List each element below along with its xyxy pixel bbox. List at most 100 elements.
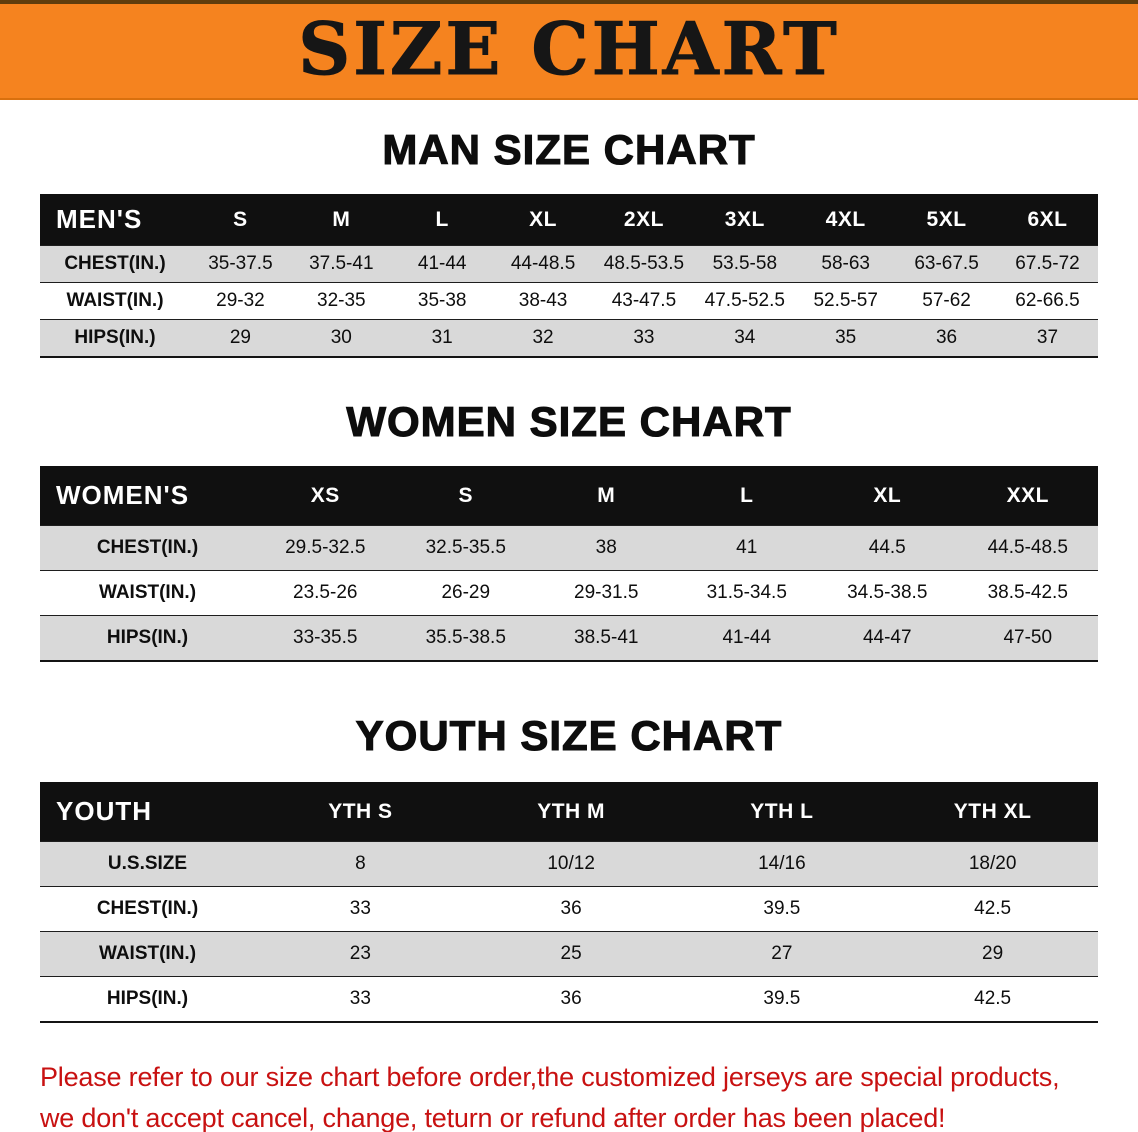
- size-value-cell: 8: [355, 853, 366, 874]
- size-value-cell: 34: [734, 327, 756, 348]
- size-value-cell: 47.5-52.5: [704, 290, 785, 311]
- size-value-cell: 31.5-34.5: [706, 582, 787, 603]
- size-value-cell: 44.5-48.5: [987, 537, 1068, 558]
- size-value-cell: 27: [771, 943, 793, 964]
- size-header-cell: S: [458, 483, 473, 507]
- row-label: WAIST(IN.): [98, 943, 197, 964]
- size-header-cell: XXL: [1006, 483, 1049, 507]
- title-banner: SIZE CHART: [0, 0, 1138, 100]
- row-label: CHEST(IN.): [64, 253, 166, 274]
- table-row: CHEST(IN.) 35-37.5 37.5-41 41-44 44-48.5 48.5…: [40, 245, 1098, 283]
- men-size-section: MAN SIZE CHART MEN'S S M L XL 2XL 3XL 4XL 5XL 6XL…: [40, 125, 1098, 358]
- table-row: HIPS(IN.) 33 36 39.5 42.5: [40, 976, 1098, 1022]
- page-title: SIZE CHART: [298, 6, 840, 91]
- size-value-cell: 26-29: [441, 582, 491, 603]
- size-value-cell: 32-35: [317, 290, 366, 311]
- size-value-cell: 29-31.5: [574, 582, 639, 603]
- table-row: HIPS(IN.) 29 30 31 32 33 34 35 36 37: [40, 319, 1098, 357]
- youth-size-table: YOUTH YTH S YTH M YTH L YTH XL U.S.SIZE 8 10/12…: [40, 782, 1098, 1023]
- order-notice: Please refer to our size chart before or…: [40, 1057, 1098, 1132]
- size-value-cell: 47-50: [1003, 627, 1053, 648]
- size-value-cell: 48.5-53.5: [603, 253, 685, 274]
- size-value-cell: 38.5-42.5: [987, 582, 1068, 603]
- row-label: HIPS(IN.): [74, 327, 156, 348]
- size-header-cell: L: [435, 207, 449, 231]
- size-value-cell: 35.5-38.5: [425, 627, 506, 648]
- content: MAN SIZE CHART MEN'S S M L XL 2XL 3XL 4XL 5XL 6XL…: [0, 125, 1138, 1132]
- size-value-cell: 38.5-41: [574, 627, 639, 648]
- women-size-section: WOMEN SIZE CHART WOMEN'S XS S M L XL XXL CHEST(…: [40, 397, 1098, 662]
- table-row: CHEST(IN.) 33 36 39.5 42.5: [40, 886, 1098, 932]
- size-value-cell: 39.5: [763, 988, 801, 1009]
- row-label: CHEST(IN.): [96, 537, 199, 558]
- size-value-cell: 36: [560, 988, 582, 1009]
- size-header-cell: 4XL: [825, 207, 866, 231]
- size-value-cell: 23.5-26: [293, 582, 358, 603]
- size-value-cell: 25: [560, 943, 582, 964]
- size-value-cell: 33: [349, 898, 371, 919]
- size-value-cell: 32: [532, 327, 554, 348]
- table-row: HIPS(IN.) 33-35.5 35.5-38.5 38.5-41 41-44 44-…: [40, 615, 1098, 661]
- size-value-cell: 36: [935, 327, 958, 348]
- size-value-cell: 29: [229, 327, 251, 348]
- size-header-cell: YTH M: [537, 799, 606, 823]
- size-value-cell: 53.5-58: [712, 253, 778, 274]
- table-row: WAIST(IN.) 29-32 32-35 35-38 38-43 43-47.5 47.…: [40, 282, 1098, 320]
- size-header-cell: YTH L: [750, 799, 814, 823]
- size-value-cell: 41-44: [417, 253, 467, 274]
- size-value-cell: 31: [431, 327, 453, 348]
- row-label: U.S.SIZE: [107, 853, 188, 874]
- size-header-cell: 2XL: [623, 207, 664, 231]
- row-label: HIPS(IN.): [106, 627, 189, 648]
- row-label: CHEST(IN.): [96, 898, 199, 919]
- size-value-cell: 62-66.5: [1015, 290, 1080, 311]
- size-value-cell: 33-35.5: [293, 627, 358, 648]
- size-value-cell: 38-43: [518, 290, 568, 311]
- size-header-cell: XL: [529, 207, 557, 231]
- size-value-cell: 18/20: [968, 853, 1017, 874]
- table-title-cell: WOMEN'S: [56, 480, 190, 510]
- table-title-cell: YOUTH: [56, 796, 152, 826]
- size-header-cell: M: [597, 483, 616, 507]
- size-value-cell: 36: [560, 898, 582, 919]
- size-value-cell: 29-32: [216, 290, 265, 311]
- size-value-cell: 42.5: [974, 988, 1012, 1009]
- size-value-cell: 44-48.5: [510, 253, 576, 274]
- size-value-cell: 38: [595, 537, 617, 558]
- size-value-cell: 58-63: [821, 253, 870, 274]
- size-header-cell: YTH XL: [953, 799, 1032, 823]
- size-header-cell: YTH S: [328, 799, 393, 823]
- size-value-cell: 52.5-57: [813, 290, 878, 311]
- size-value-cell: 42.5: [974, 898, 1012, 919]
- table-row: U.S.SIZE 8 10/12 14/16 18/20: [40, 841, 1098, 887]
- size-value-cell: 41-44: [722, 627, 772, 648]
- size-value-cell: 57-62: [922, 290, 971, 311]
- youth-section-heading: YOUTH SIZE CHART: [355, 711, 783, 759]
- row-label: WAIST(IN.): [66, 290, 164, 311]
- size-header-cell: XL: [873, 483, 902, 507]
- size-value-cell: 35: [835, 327, 857, 348]
- row-label: WAIST(IN.): [98, 582, 197, 603]
- size-value-cell: 35-38: [417, 290, 467, 311]
- notice-line-1: Please refer to our size chart before or…: [40, 1062, 1060, 1092]
- women-size-table: WOMEN'S XS S M L XL XXL CHEST(IN.) 29.5-32.5 32.5…: [40, 466, 1098, 662]
- size-header-cell: XS: [310, 483, 340, 507]
- size-value-cell: 14/16: [758, 853, 806, 874]
- size-value-cell: 32.5-35.5: [425, 537, 506, 558]
- table-title-cell: MEN'S: [56, 204, 143, 234]
- size-value-cell: 34.5-38.5: [847, 582, 928, 603]
- row-label: HIPS(IN.): [106, 988, 189, 1009]
- size-value-cell: 23: [349, 943, 371, 964]
- size-value-cell: 30: [330, 327, 352, 348]
- size-value-cell: 33: [633, 327, 655, 348]
- table-header-row: MEN'S S M L XL 2XL 3XL 4XL 5XL 6XL: [40, 194, 1098, 246]
- table-row: CHEST(IN.) 29.5-32.5 32.5-35.5 38 41 44.5 44.5…: [40, 525, 1098, 571]
- size-value-cell: 41: [736, 537, 758, 558]
- size-value-cell: 63-67.5: [914, 253, 979, 274]
- men-size-table: MEN'S S M L XL 2XL 3XL 4XL 5XL 6XL CHEST(IN.) 35-37…: [40, 194, 1098, 358]
- size-header-cell: 5XL: [926, 207, 967, 231]
- women-section-heading: WOMEN SIZE CHART: [346, 397, 792, 445]
- size-value-cell: 29.5-32.5: [285, 537, 366, 558]
- size-value-cell: 39.5: [763, 898, 801, 919]
